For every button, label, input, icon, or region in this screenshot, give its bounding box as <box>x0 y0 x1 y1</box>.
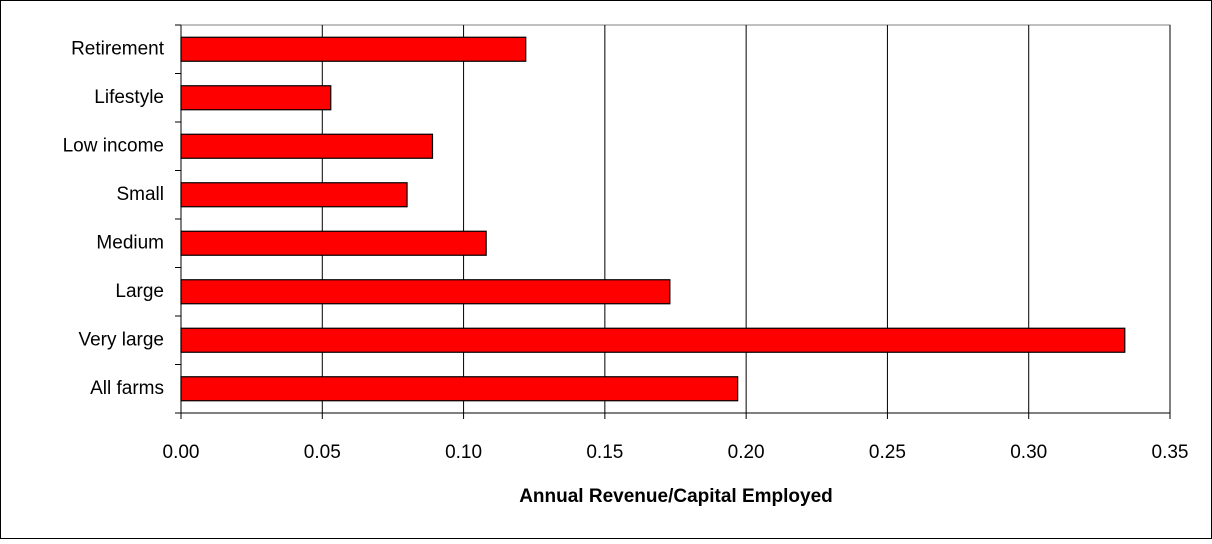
x-tick-label: 0.10 <box>445 442 482 463</box>
x-tick-label: 0.20 <box>728 442 765 463</box>
y-tick-label: Low income <box>63 135 164 156</box>
x-tick-label: 0.05 <box>304 442 341 463</box>
x-tick-label: 0.30 <box>1010 442 1047 463</box>
x-tick-label: 0.00 <box>163 442 200 463</box>
x-tick-label: 0.15 <box>586 442 623 463</box>
y-tick-label: Very large <box>78 329 164 350</box>
y-tick-label: Small <box>116 184 164 205</box>
bar <box>180 133 434 159</box>
y-tick-label: Retirement <box>71 38 165 59</box>
x-tick-label: 0.35 <box>1152 442 1189 463</box>
bar <box>180 279 671 305</box>
y-tick-label: All farms <box>90 378 164 399</box>
bar <box>180 327 1126 353</box>
x-axis-title: Annual Revenue/Capital Employed <box>519 486 833 507</box>
plot-area <box>180 24 1171 414</box>
x-tick-label: 0.25 <box>869 442 906 463</box>
y-tick-label: Large <box>115 281 164 302</box>
y-tick-label: Medium <box>96 232 164 253</box>
bar <box>180 230 487 256</box>
bar <box>180 182 408 208</box>
y-tick-label: Lifestyle <box>94 87 164 108</box>
bar <box>180 376 739 402</box>
bar <box>180 36 527 62</box>
bar <box>180 85 332 111</box>
